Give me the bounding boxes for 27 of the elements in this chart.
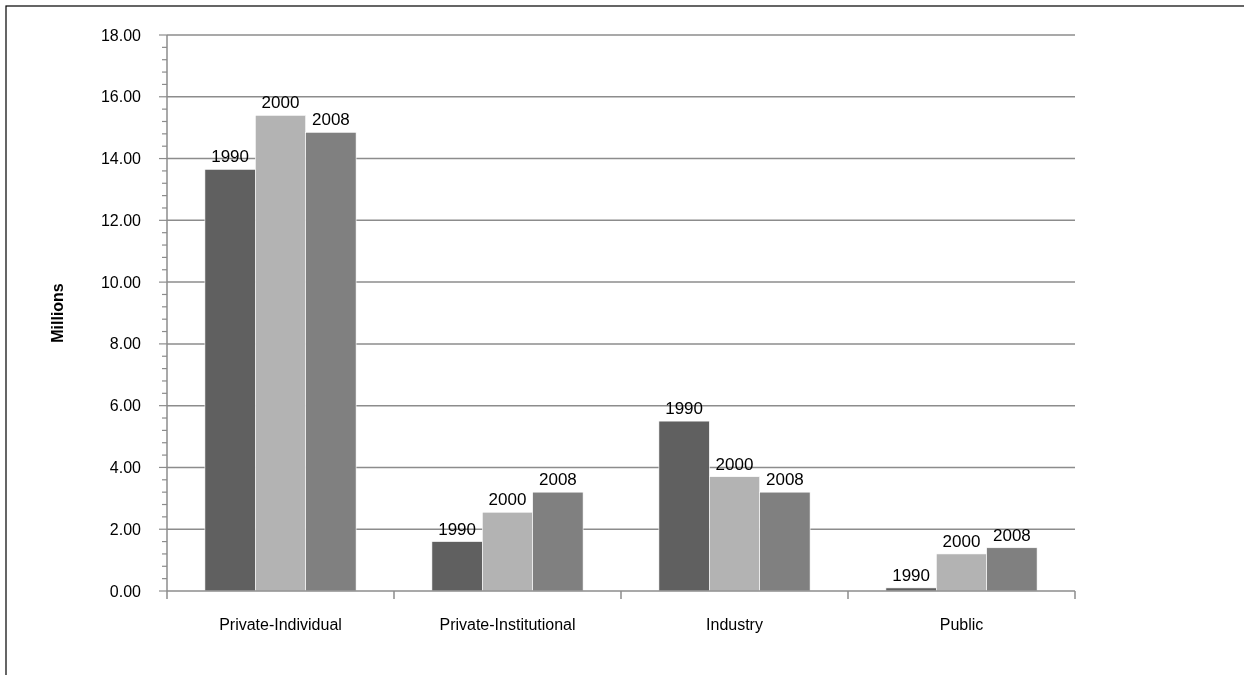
x-tick-label: Private-Individual [219,616,342,633]
series-label: 2000 [261,93,300,113]
text: 2008 [765,470,804,490]
text: 1990 [438,519,477,539]
y-tick-label: 16.00 [100,88,142,106]
text: 2000 [942,531,981,551]
text: 2000 [488,490,527,510]
text: 2000 [715,454,754,474]
y-tick-label: 0.00 [109,582,142,600]
y-tick-label: 18.00 [100,26,142,44]
y-tick-label: 10.00 [100,273,142,291]
series-label: 2008 [311,110,350,130]
y-tick-label: 6.00 [109,397,142,415]
y-tick-label: 4.00 [109,459,142,477]
y-tick-label: 12.00 [100,211,142,229]
y-tick-label: 2.00 [109,520,142,538]
text: 2008 [538,470,577,490]
x-tick-label: Public [939,616,984,633]
y-tick-label: 8.00 [109,335,142,353]
text: 1990 [665,399,704,419]
text: 2008 [992,525,1031,545]
text: 1990 [892,565,931,585]
x-tick-label: Industry [706,616,763,633]
y-tick-label: 14.00 [100,150,142,168]
y-axis-title: Millions [49,283,66,343]
series-label: 1990 [211,147,250,167]
x-tick-label: Private-Institutional [439,616,576,633]
